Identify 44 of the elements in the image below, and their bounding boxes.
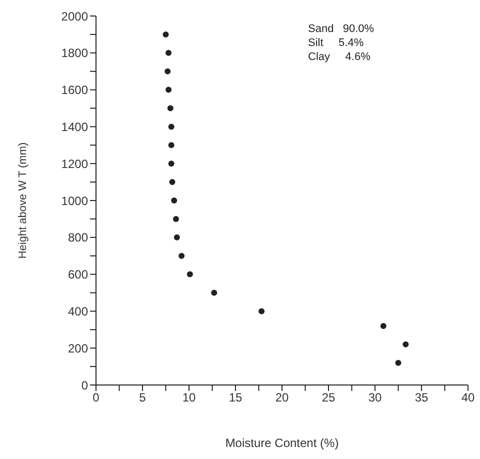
- point: [178, 252, 185, 259]
- annotation: Sand 90.0%: [308, 22, 374, 36]
- x-tick-label: 30: [368, 390, 382, 405]
- y-tick-label: 600: [68, 268, 88, 282]
- point: [395, 360, 402, 366]
- y-tick-label: 1600: [61, 83, 88, 98]
- point: [186, 271, 193, 278]
- point: [380, 322, 386, 329]
- y-tick-label: 1200: [61, 156, 88, 171]
- point: [258, 308, 265, 314]
- point: [166, 86, 172, 93]
- point: [166, 50, 172, 56]
- x-tick-label: 5: [139, 390, 146, 405]
- point: [402, 341, 409, 348]
- point: [211, 290, 218, 296]
- annotation: Silt 5.4%: [308, 36, 365, 50]
- y-tick-label: 1800: [61, 46, 88, 60]
- y-tick-label: 0: [81, 378, 88, 392]
- point: [171, 198, 178, 204]
- x-tick-label: 35: [414, 390, 428, 405]
- y-tick-label: 1400: [61, 120, 88, 134]
- point: [169, 179, 176, 186]
- point: [168, 142, 174, 148]
- point: [168, 160, 174, 167]
- y-tick-label: 2000: [61, 9, 88, 24]
- annotation: Clay 4.6%: [308, 50, 372, 64]
- point: [162, 31, 169, 38]
- point: [164, 68, 171, 74]
- y-axis-title: Height above W T (mm): [16, 142, 29, 259]
- x-tick-label: 10: [182, 390, 196, 405]
- x-tick-label: 40: [461, 390, 475, 405]
- x-tick-label: 20: [275, 390, 289, 405]
- x-tick-label: 25: [322, 390, 336, 405]
- y-tick-label: 400: [68, 304, 88, 318]
- y-tick-label: 200: [68, 341, 88, 356]
- x-axis-title: Moisture Content (%): [225, 436, 339, 450]
- point: [168, 124, 174, 130]
- x-tick-label: 15: [228, 390, 242, 405]
- x-tick-label: 0: [92, 390, 100, 405]
- y-tick-label: 1000: [61, 194, 88, 208]
- y-tick-label: 800: [68, 230, 88, 245]
- point: [167, 105, 174, 112]
- point: [172, 216, 179, 222]
- point: [174, 234, 180, 240]
